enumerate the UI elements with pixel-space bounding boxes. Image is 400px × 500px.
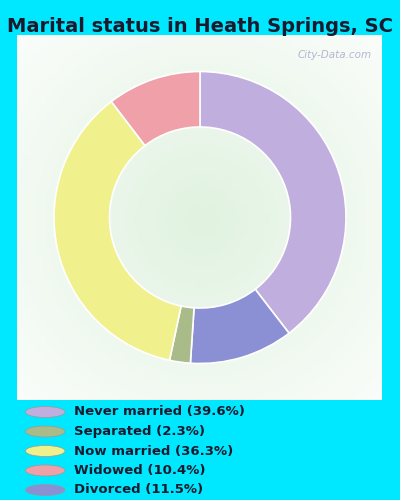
Wedge shape: [111, 72, 200, 146]
Circle shape: [26, 446, 65, 456]
Text: Now married (36.3%): Now married (36.3%): [74, 444, 233, 458]
Circle shape: [26, 426, 65, 437]
Wedge shape: [54, 102, 181, 360]
Wedge shape: [170, 306, 194, 363]
Wedge shape: [200, 72, 346, 333]
Text: Marital status in Heath Springs, SC: Marital status in Heath Springs, SC: [7, 18, 393, 36]
Circle shape: [26, 484, 65, 496]
Circle shape: [26, 406, 65, 418]
Circle shape: [26, 465, 65, 476]
Text: Never married (39.6%): Never married (39.6%): [74, 406, 245, 418]
Text: Separated (2.3%): Separated (2.3%): [74, 425, 205, 438]
Text: Widowed (10.4%): Widowed (10.4%): [74, 464, 206, 477]
Text: City-Data.com: City-Data.com: [298, 50, 372, 59]
Wedge shape: [190, 289, 289, 364]
Text: Divorced (11.5%): Divorced (11.5%): [74, 484, 203, 496]
